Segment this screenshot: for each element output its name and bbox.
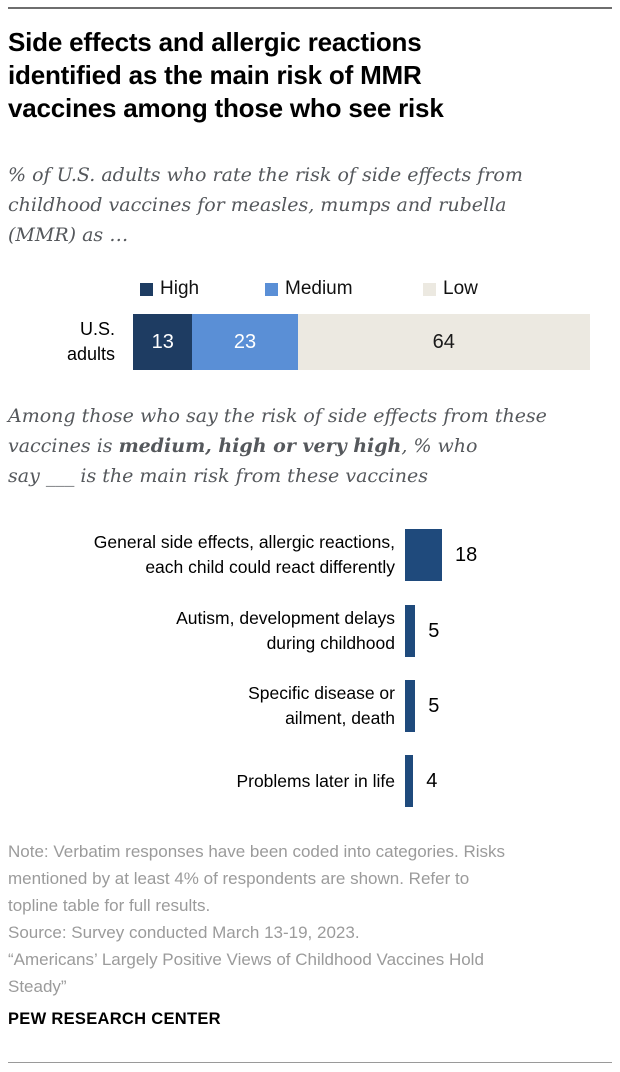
note-text: Note: Verbatim responses have been coded… bbox=[8, 842, 506, 915]
bar-value: 5 bbox=[428, 694, 440, 717]
stacked-bar: 13 23 64 bbox=[133, 314, 590, 370]
bar-segment-low: 64 bbox=[297, 314, 590, 370]
page-title: Side effects and allergic reactions iden… bbox=[8, 27, 444, 123]
legend-swatch-low bbox=[423, 282, 436, 296]
legend-item-high: High bbox=[140, 279, 199, 299]
top-divider bbox=[8, 7, 612, 9]
stacked-row-label: U.S. adults bbox=[66, 319, 115, 364]
bar-label: Specific disease or ailment, death bbox=[248, 683, 395, 728]
bar-value: 4 bbox=[426, 769, 438, 792]
bar-value: 5 bbox=[428, 619, 440, 642]
source-text: Source: Survey conducted March 13-19, 20… bbox=[8, 923, 360, 942]
legend-label-medium: Medium bbox=[285, 278, 353, 299]
footnotes: Note: Verbatim responses have been coded… bbox=[8, 838, 612, 1000]
segment-value-medium: 23 bbox=[233, 330, 257, 353]
bar-row-specific-disease: Specific disease or ailment, death 5 bbox=[0, 680, 620, 732]
segment-value-high: 13 bbox=[151, 330, 174, 353]
bar bbox=[405, 755, 414, 807]
legend-item-medium: Medium bbox=[265, 279, 353, 299]
bottom-divider bbox=[8, 1062, 612, 1063]
subtitle-bold: medium, high or very high bbox=[118, 435, 402, 457]
chart-subtitle: % of U.S. adults who rate the risk of si… bbox=[8, 164, 523, 246]
bar-row-autism: Autism, development delays during childh… bbox=[0, 605, 620, 657]
bar-row-side-effects: General side effects, allergic reactions… bbox=[0, 529, 620, 581]
report-title-text: “Americans’ Largely Positive Views of Ch… bbox=[8, 950, 484, 996]
segment-value-low: 64 bbox=[432, 330, 455, 353]
legend-label-high: High bbox=[160, 278, 200, 299]
subtitle-part1: Among those who say the risk of side eff… bbox=[8, 405, 547, 457]
second-chart-subtitle: Among those who say the risk of side eff… bbox=[8, 401, 613, 491]
bar-row-problems-later: Problems later in life 4 bbox=[0, 755, 620, 807]
bar-value: 18 bbox=[454, 543, 478, 566]
subtitle-part2: , % who say ___ is the main risk from th… bbox=[8, 435, 478, 487]
legend: High Medium Low bbox=[0, 279, 620, 301]
legend-item-low: Low bbox=[423, 279, 478, 299]
legend-label-low: Low bbox=[443, 278, 478, 299]
bar-label: Problems later in life bbox=[236, 770, 395, 791]
bar bbox=[405, 605, 416, 657]
bar bbox=[405, 529, 442, 581]
pew-research-center-wordmark: PEW RESEARCH CENTER bbox=[8, 1010, 221, 1028]
bar-label: Autism, development delays during childh… bbox=[176, 608, 395, 653]
legend-swatch-high bbox=[140, 282, 153, 296]
bar bbox=[405, 680, 416, 732]
bar-label: General side effects, allergic reactions… bbox=[93, 532, 395, 577]
legend-swatch-medium bbox=[265, 282, 278, 296]
bar-segment-high: 13 bbox=[133, 314, 193, 370]
bar-segment-medium: 23 bbox=[192, 314, 298, 370]
